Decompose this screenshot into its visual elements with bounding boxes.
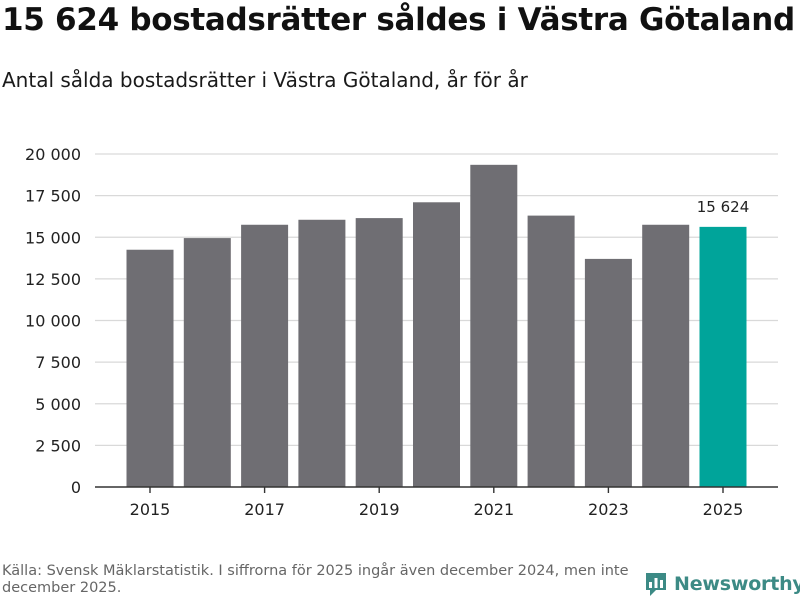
x-tick-label: 2023 [588,500,629,519]
bar-2021 [470,164,518,487]
x-tick-label: 2019 [359,500,400,519]
bars [126,164,747,488]
source-note: Källa: Svensk Mäklarstatistik. I siffror… [2,563,629,596]
bar-2017 [241,224,289,487]
y-tick-label: 5 000 [35,395,81,414]
y-tick-label: 17 500 [25,187,81,206]
x-tick-label: 2021 [473,500,514,519]
x-tick-label: 2015 [130,500,171,519]
chart-title: 15 624 bostadsrätter såldes i Västra Göt… [2,2,795,38]
x-tick-label: 2025 [703,500,744,519]
bar-2022 [527,215,575,488]
newsworthy-logo-icon [646,573,666,596]
bar-2023 [584,258,632,487]
data-labels: 15 624 [697,198,750,216]
bar-2015 [126,249,174,487]
brand-name: Newsworthy [674,573,800,595]
data-label: 15 624 [697,198,750,216]
bar-2019 [355,218,403,488]
y-tick-label: 7 500 [35,353,81,372]
bar-2020 [413,202,460,487]
y-tick-label: 2 500 [35,436,81,455]
y-tick-label: 12 500 [25,270,81,289]
bar-2025 [699,226,747,487]
bar-2018 [298,219,346,487]
brand-logo: Newsworthy [644,570,800,598]
axes: 0 2 500 5 000 7 500 10 000 12 500 15 000 17 500… [25,145,778,519]
x-tick-label: 2017 [244,500,285,519]
bar-2016 [183,238,231,487]
y-tick-label: 10 000 [25,312,81,331]
y-tick-label: 0 [71,478,81,497]
y-tick-label: 20 000 [25,145,81,164]
bar-2024 [642,224,690,487]
y-tick-label: 15 000 [25,228,81,247]
chart-subtitle: Antal sålda bostadsrätter i Västra Götal… [2,68,528,92]
